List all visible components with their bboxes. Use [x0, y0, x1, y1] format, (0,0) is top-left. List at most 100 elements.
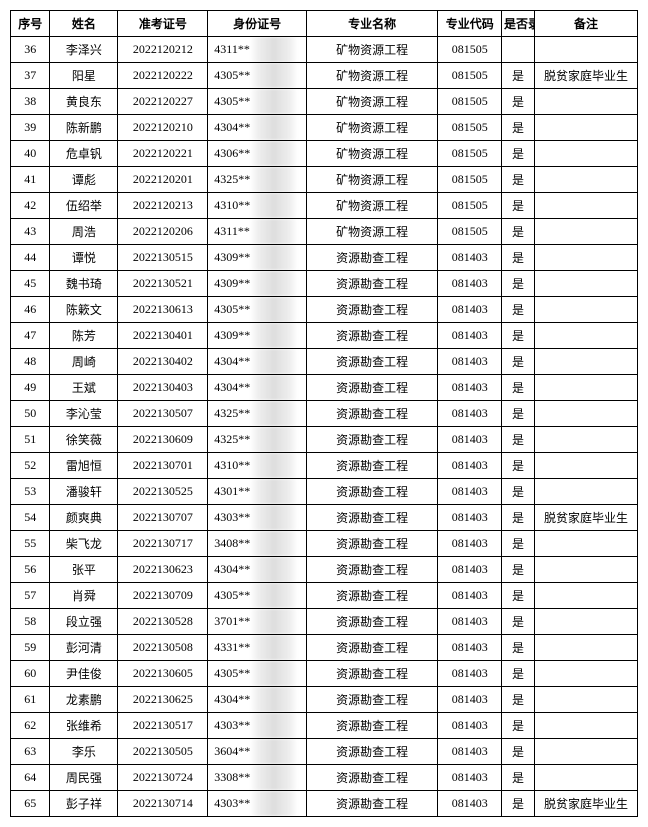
admission-table: 序号 姓名 准考证号 身份证号 专业名称 专业代码 是否录取 备注 36李泽兴2… — [10, 10, 638, 817]
table-row: 37阳星20221202224305**矿物资源工程081505是脱贫家庭毕业生 — [11, 63, 638, 89]
cell-code: 081505 — [438, 115, 502, 141]
id-mask — [250, 791, 298, 816]
id-prefix: 3408** — [214, 536, 250, 550]
id-prefix: 3604** — [214, 744, 250, 758]
cell-id: 3408** — [208, 531, 307, 557]
cell-note — [534, 609, 637, 635]
id-prefix: 4311** — [214, 42, 250, 56]
cell-note — [534, 687, 637, 713]
id-prefix: 4325** — [214, 432, 250, 446]
cell-admit: 是 — [502, 115, 535, 141]
cell-id: 4309** — [208, 271, 307, 297]
cell-code: 081505 — [438, 37, 502, 63]
cell-note — [534, 219, 637, 245]
cell-note — [534, 479, 637, 505]
table-row: 40危卓钒20221202214306**矿物资源工程081505是 — [11, 141, 638, 167]
cell-name: 肖舜 — [50, 583, 118, 609]
cell-seq: 37 — [11, 63, 50, 89]
col-header-note: 备注 — [534, 11, 637, 37]
id-prefix: 4303** — [214, 718, 250, 732]
cell-major: 资源勘查工程 — [306, 687, 438, 713]
cell-code: 081505 — [438, 193, 502, 219]
cell-exam: 2022130521 — [118, 271, 208, 297]
cell-code: 081403 — [438, 531, 502, 557]
cell-major: 资源勘查工程 — [306, 427, 438, 453]
cell-exam: 2022120201 — [118, 167, 208, 193]
cell-id: 4331** — [208, 635, 307, 661]
cell-admit: 是 — [502, 739, 535, 765]
cell-code: 081403 — [438, 401, 502, 427]
cell-name: 阳星 — [50, 63, 118, 89]
table-row: 36李泽兴20221202124311**矿物资源工程081505 — [11, 37, 638, 63]
cell-exam: 2022130613 — [118, 297, 208, 323]
table-row: 65彭子祥20221307144303**资源勘查工程081403是脱贫家庭毕业… — [11, 791, 638, 817]
cell-seq: 36 — [11, 37, 50, 63]
cell-exam: 2022130707 — [118, 505, 208, 531]
id-mask — [250, 557, 298, 582]
table-row: 42伍绍举20221202134310**矿物资源工程081505是 — [11, 193, 638, 219]
cell-exam: 2022130605 — [118, 661, 208, 687]
cell-note — [534, 89, 637, 115]
id-prefix: 4305** — [214, 302, 250, 316]
cell-admit: 是 — [502, 635, 535, 661]
cell-id: 4325** — [208, 167, 307, 193]
cell-major: 矿物资源工程 — [306, 37, 438, 63]
id-mask — [250, 375, 298, 400]
cell-code: 081403 — [438, 375, 502, 401]
cell-admit: 是 — [502, 193, 535, 219]
cell-admit: 是 — [502, 89, 535, 115]
cell-id: 4303** — [208, 791, 307, 817]
cell-major: 资源勘查工程 — [306, 557, 438, 583]
id-mask — [250, 271, 298, 296]
cell-seq: 50 — [11, 401, 50, 427]
cell-major: 矿物资源工程 — [306, 89, 438, 115]
cell-admit: 是 — [502, 531, 535, 557]
id-mask — [250, 219, 298, 244]
cell-admit: 是 — [502, 375, 535, 401]
table-row: 47陈芳20221304014309**资源勘查工程081403是 — [11, 323, 638, 349]
cell-id: 4310** — [208, 193, 307, 219]
cell-code: 081403 — [438, 687, 502, 713]
cell-id: 4304** — [208, 349, 307, 375]
cell-code: 081403 — [438, 765, 502, 791]
cell-exam: 2022130714 — [118, 791, 208, 817]
cell-note — [534, 635, 637, 661]
col-header-major: 专业名称 — [306, 11, 438, 37]
cell-exam: 2022130507 — [118, 401, 208, 427]
cell-note — [534, 739, 637, 765]
cell-id: 4306** — [208, 141, 307, 167]
cell-name: 陈簌文 — [50, 297, 118, 323]
cell-note — [534, 167, 637, 193]
cell-admit: 是 — [502, 687, 535, 713]
id-mask — [250, 115, 298, 140]
table-row: 59彭河清20221305084331**资源勘查工程081403是 — [11, 635, 638, 661]
cell-seq: 47 — [11, 323, 50, 349]
cell-seq: 39 — [11, 115, 50, 141]
cell-code: 081505 — [438, 219, 502, 245]
table-row: 62张维希20221305174303**资源勘查工程081403是 — [11, 713, 638, 739]
cell-name: 颜爽典 — [50, 505, 118, 531]
table-row: 51徐笑薇20221306094325**资源勘查工程081403是 — [11, 427, 638, 453]
id-prefix: 4309** — [214, 250, 250, 264]
id-prefix: 4305** — [214, 588, 250, 602]
id-mask — [250, 687, 298, 712]
cell-admit: 是 — [502, 583, 535, 609]
id-mask — [250, 245, 298, 270]
cell-code: 081403 — [438, 297, 502, 323]
cell-admit: 是 — [502, 661, 535, 687]
cell-exam: 2022130508 — [118, 635, 208, 661]
id-mask — [250, 323, 298, 348]
id-mask — [250, 193, 298, 218]
cell-note — [534, 193, 637, 219]
id-prefix: 4305** — [214, 666, 250, 680]
cell-name: 周崎 — [50, 349, 118, 375]
table-row: 57肖舜20221307094305**资源勘查工程081403是 — [11, 583, 638, 609]
cell-note: 脱贫家庭毕业生 — [534, 63, 637, 89]
id-prefix: 4325** — [214, 406, 250, 420]
cell-exam: 2022130623 — [118, 557, 208, 583]
id-mask — [250, 479, 298, 504]
cell-major: 资源勘查工程 — [306, 453, 438, 479]
cell-admit: 是 — [502, 453, 535, 479]
cell-admit: 是 — [502, 505, 535, 531]
cell-id: 3308** — [208, 765, 307, 791]
